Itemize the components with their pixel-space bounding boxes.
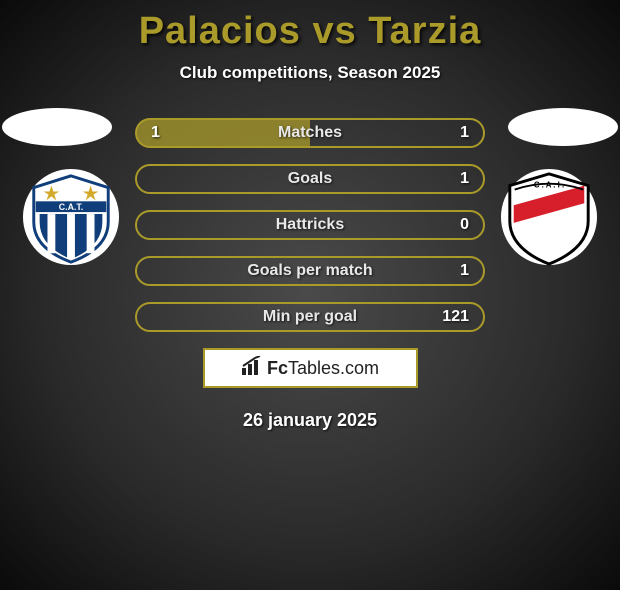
stat-row: Min per goal 121 [135,302,485,332]
stat-value-right: 1 [460,262,469,280]
stat-value-right: 1 [460,170,469,188]
stat-label: Goals [288,170,332,188]
date-text: 26 january 2025 [0,410,620,431]
stat-row: Goals per match 1 [135,256,485,286]
subtitle: Club competitions, Season 2025 [0,63,620,83]
stat-label: Min per goal [263,308,357,326]
stat-value-left: 1 [151,124,160,142]
chart-icon [241,356,263,381]
club-left-icon: C.A.T. [22,168,120,266]
player-image-left [2,108,112,146]
brand-prefix: Fc [267,358,288,378]
player-image-right [508,108,618,146]
stats-list: 1 Matches 1 Goals 1 Hattricks 0 Goals per match… [135,118,485,332]
stat-value-right: 121 [442,308,469,326]
svg-text:C . A . I .: C . A . I . [534,181,564,190]
stat-value-right: 1 [460,124,469,142]
club-badge-left: C.A.T. [22,168,120,266]
club-badge-right: C . A . I . [500,168,598,266]
stat-row: Goals 1 [135,164,485,194]
stat-row: Hattricks 0 [135,210,485,240]
club-right-icon: C . A . I . [500,168,598,266]
brand-text: FcTables.com [267,358,379,379]
brand-suffix: Tables.com [288,358,379,378]
stat-label: Goals per match [247,262,372,280]
stat-label: Matches [278,124,342,142]
stat-row: 1 Matches 1 [135,118,485,148]
svg-text:C.A.T.: C.A.T. [59,202,83,212]
comparison-panel: C.A.T. C . A . I . 1 Matches 1 Goals 1 Hattri… [0,118,620,431]
stat-label: Hattricks [276,216,344,234]
page-title: Palacios vs Tarzia [0,10,620,53]
brand-badge: FcTables.com [203,348,418,388]
stat-value-right: 0 [460,216,469,234]
